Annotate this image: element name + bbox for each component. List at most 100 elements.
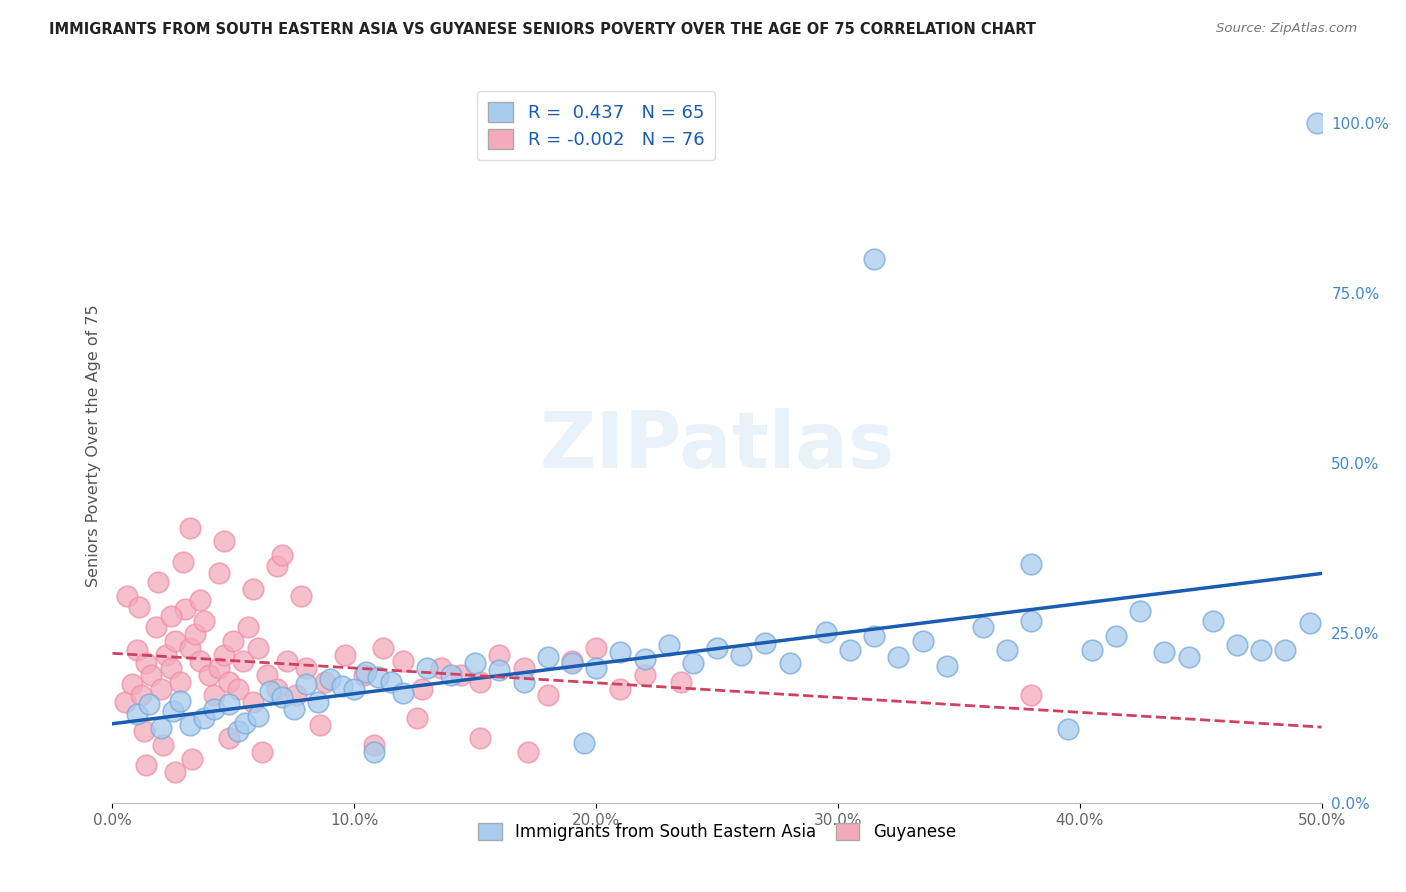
Point (1298, 615, 1320, 630)
Point (314, 674, 336, 689)
Point (363, 745, 385, 759)
Point (208, 661, 231, 675)
Point (779, 657, 801, 671)
Point (1202, 614, 1225, 628)
Point (165, 765, 187, 780)
Y-axis label: Seniors Poverty Over the Age of 75: Seniors Poverty Over the Age of 75 (86, 305, 101, 587)
Point (132, 724, 155, 739)
Point (309, 717, 332, 731)
Point (488, 648, 510, 662)
Point (1021, 689, 1043, 703)
Point (212, 534, 235, 549)
Point (1081, 643, 1104, 657)
Point (1274, 643, 1296, 657)
Point (145, 620, 167, 634)
Point (972, 620, 994, 634)
Point (285, 689, 308, 703)
Point (682, 657, 704, 671)
Point (252, 745, 274, 759)
Point (188, 655, 211, 669)
Point (754, 636, 776, 650)
Point (193, 614, 215, 628)
Point (218, 698, 240, 712)
Point (174, 602, 197, 616)
Point (172, 555, 194, 569)
Point (488, 663, 510, 677)
Point (669, 674, 692, 689)
Point (1153, 645, 1175, 659)
Point (290, 589, 312, 603)
Point (319, 672, 342, 686)
Point (193, 711, 215, 725)
Text: ZIPatlas: ZIPatlas (540, 408, 894, 484)
Point (179, 640, 201, 655)
Point (152, 738, 174, 752)
Point (1250, 643, 1272, 657)
Point (266, 559, 288, 574)
Point (330, 679, 353, 693)
Point (1056, 723, 1078, 737)
Point (283, 702, 305, 716)
Point (115, 589, 138, 603)
Point (256, 668, 278, 682)
Point (212, 648, 235, 662)
Point (585, 661, 607, 675)
Point (935, 658, 957, 673)
Point (839, 643, 862, 657)
Point (179, 717, 201, 731)
Point (512, 674, 534, 689)
Point (121, 677, 143, 691)
Point (572, 736, 595, 750)
Point (162, 704, 184, 718)
Point (295, 677, 318, 691)
Point (270, 548, 292, 562)
Point (391, 655, 413, 669)
Point (468, 731, 491, 746)
Point (148, 574, 170, 589)
Point (181, 751, 204, 765)
Point (561, 655, 583, 669)
Point (995, 643, 1018, 657)
Point (222, 634, 245, 648)
Point (128, 600, 150, 615)
Point (141, 668, 163, 682)
Point (202, 689, 225, 703)
Point (633, 651, 655, 665)
Point (307, 695, 329, 709)
Point (138, 698, 160, 712)
Point (235, 715, 257, 730)
Point (188, 593, 211, 607)
Point (537, 689, 560, 703)
Point (149, 681, 172, 696)
Point (333, 648, 356, 662)
Point (468, 674, 491, 689)
Point (373, 640, 395, 655)
Point (226, 681, 249, 696)
Point (131, 689, 153, 703)
Point (202, 702, 225, 716)
Point (198, 668, 221, 682)
Point (356, 665, 378, 680)
Text: Source: ZipAtlas.com: Source: ZipAtlas.com (1216, 22, 1357, 36)
Point (380, 674, 402, 689)
Point (609, 645, 631, 659)
Point (218, 731, 240, 746)
Point (730, 648, 752, 662)
Point (179, 520, 201, 534)
Point (259, 683, 281, 698)
Point (232, 655, 254, 669)
Point (517, 745, 540, 759)
Point (814, 624, 837, 639)
Point (135, 657, 157, 671)
Point (1021, 614, 1043, 628)
Point (1306, 116, 1329, 130)
Point (367, 670, 389, 684)
Point (125, 643, 148, 657)
Point (353, 668, 375, 682)
Point (609, 681, 631, 696)
Legend: Immigrants from South Eastern Asia, Guyanese: Immigrants from South Eastern Asia, Guya… (471, 816, 963, 848)
Point (440, 668, 463, 682)
Point (236, 620, 259, 634)
Point (165, 634, 187, 648)
Point (537, 649, 560, 664)
